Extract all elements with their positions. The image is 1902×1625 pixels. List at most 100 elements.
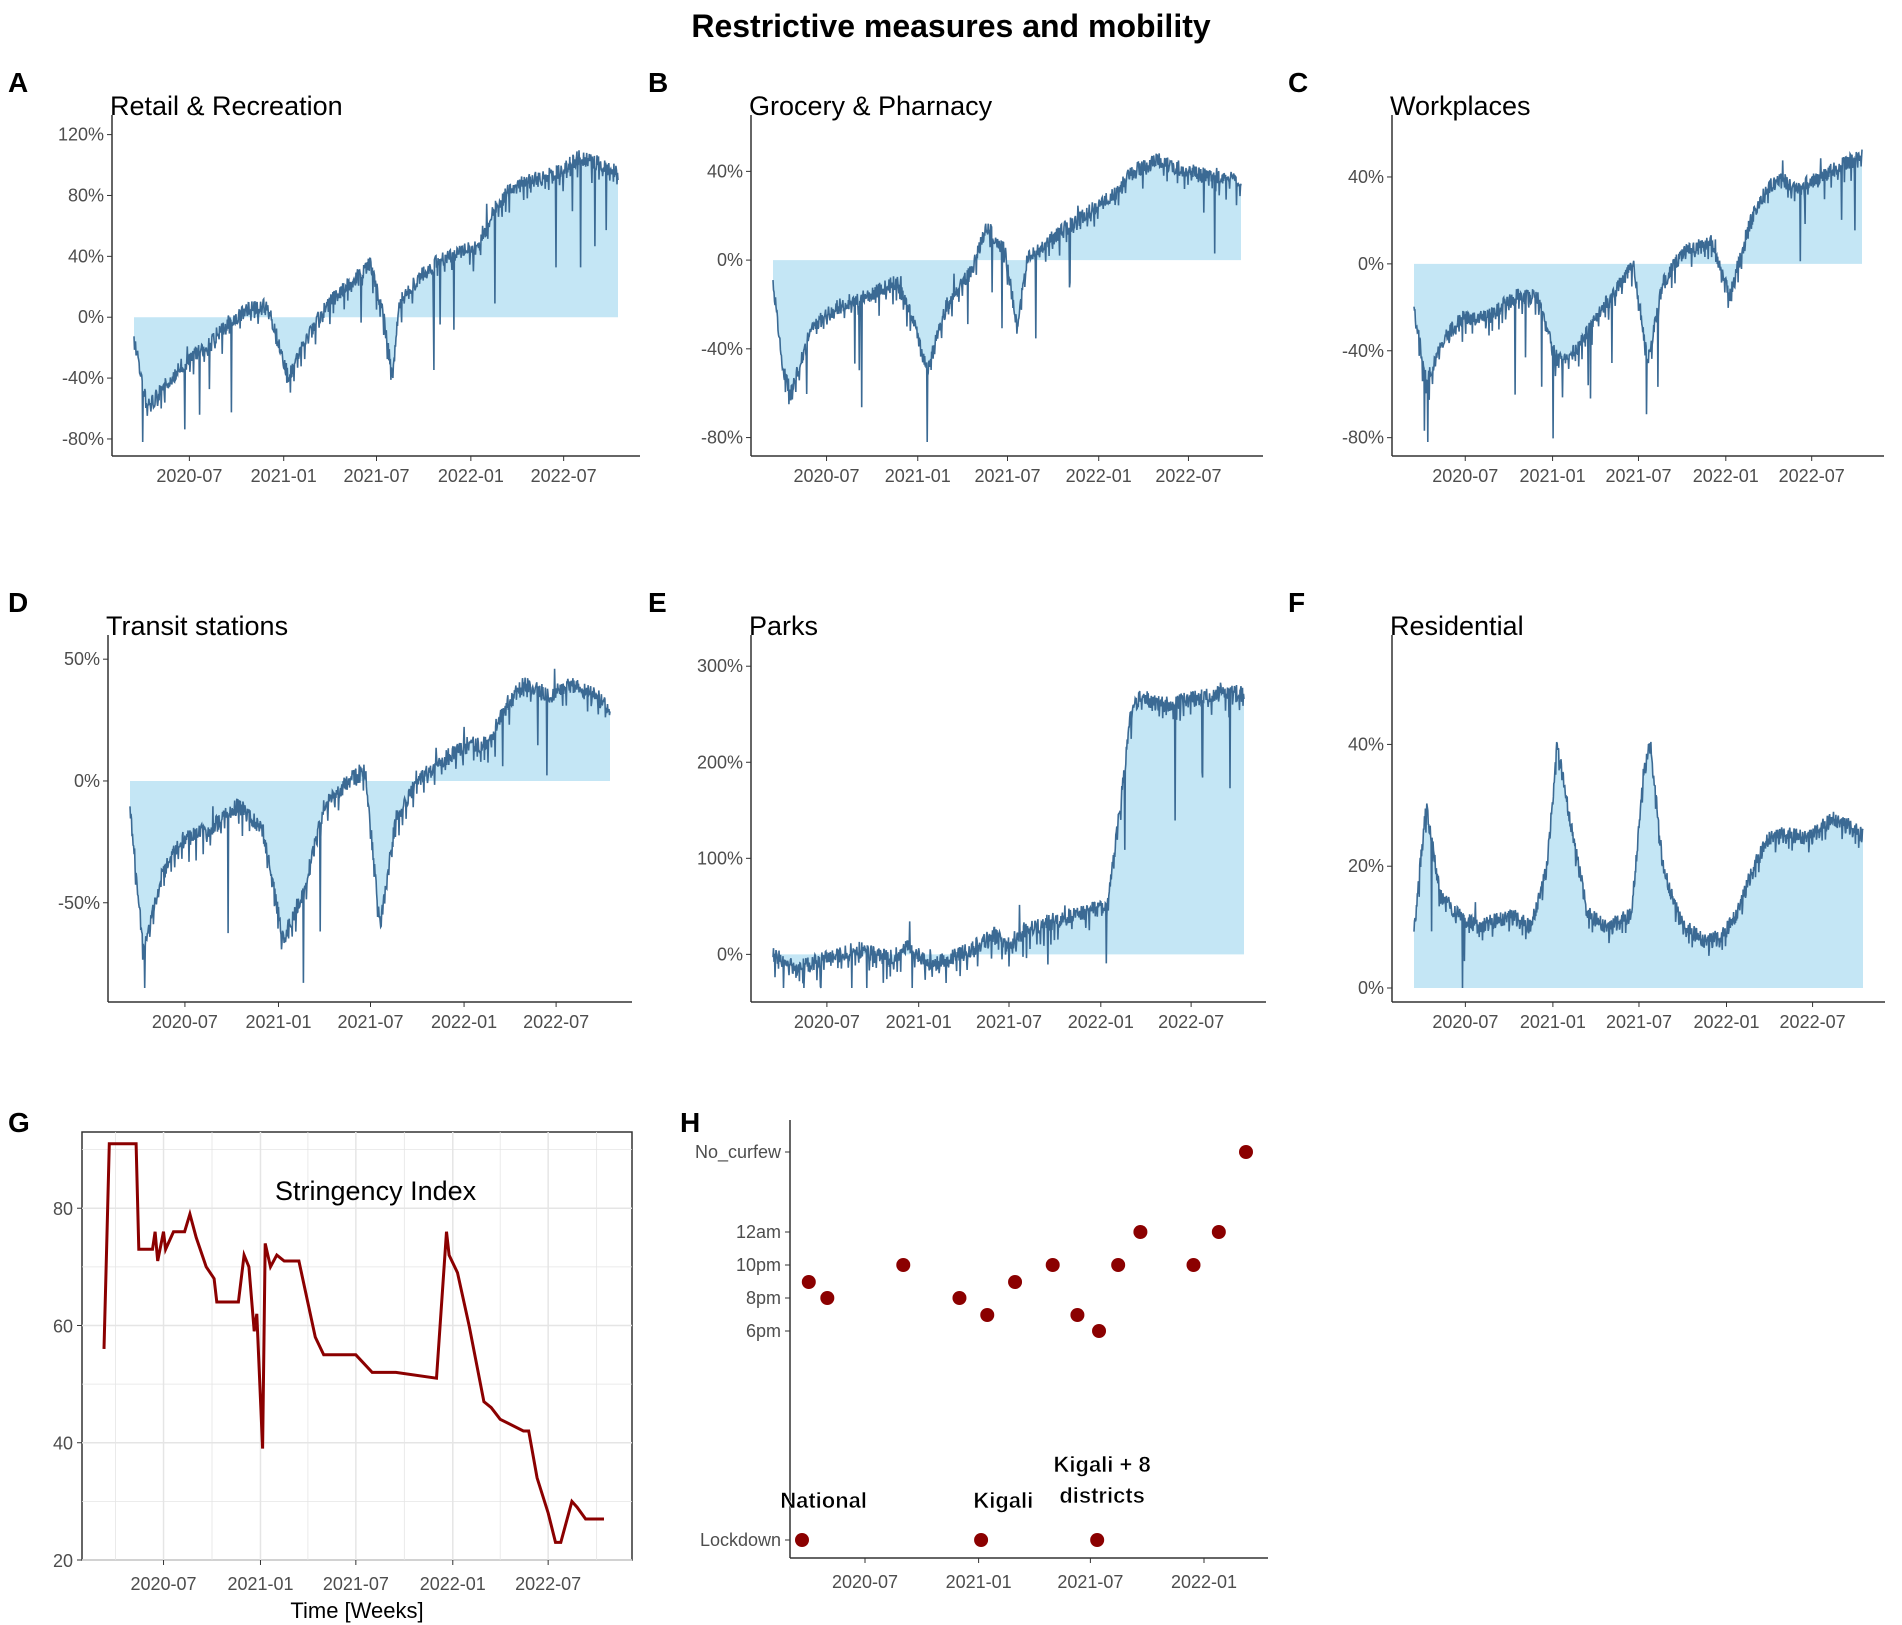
- curfew-point: [795, 1533, 809, 1547]
- chart-svg-G: G Stringency Index 20 40 60 80 2020-07 2021-01 2…: [8, 1107, 633, 1623]
- series-line-A: [133, 150, 619, 443]
- y-tick-label: 40%: [1348, 167, 1384, 187]
- chart-title-retail-recreation: Retail & Recreation: [110, 91, 343, 121]
- x-tick-label: 2021-07: [1606, 1012, 1672, 1032]
- figure-title: Restrictive measures and mobility: [691, 8, 1211, 44]
- y-tick-label: -50%: [58, 893, 100, 913]
- x-tick-label: 2021-07: [1057, 1572, 1123, 1592]
- x-tick-label: 2022-01: [1693, 1012, 1759, 1032]
- panel-label-G: G: [8, 1107, 30, 1138]
- x-tick-label: 2020-07: [1432, 466, 1498, 486]
- x-tick-label: 2021-01: [1520, 466, 1586, 486]
- x-tick-label: 2022-07: [1779, 466, 1845, 486]
- y-tick-label: -80%: [701, 428, 743, 448]
- y-tick-label: 0%: [1358, 978, 1384, 998]
- panel-stringency-index: G Stringency Index 20 40 60 80 2020-07 2021-01 2…: [0, 1100, 660, 1625]
- x-tick-label: 2022-07: [1155, 466, 1221, 486]
- y-tick-label: -40%: [62, 368, 104, 388]
- chart-svg-B: B Grocery & Pharnacy -80% -40% 0% 40% 2020-07 2…: [648, 67, 1263, 486]
- panel-label-H: H: [680, 1107, 700, 1138]
- x-tick-label: 2020-07: [794, 466, 860, 486]
- x-tick-label: 2022-07: [515, 1574, 581, 1594]
- y-tick-label: -40%: [701, 339, 743, 359]
- x-tick-label: 2022-01: [1066, 466, 1132, 486]
- x-tick-label: 2021-07: [343, 466, 409, 486]
- chart-title-residential: Residential: [1390, 611, 1524, 641]
- series-line-D: [129, 668, 611, 989]
- curfew-point: [820, 1291, 835, 1305]
- area-fill-D: [130, 668, 610, 988]
- chart-title-transit-stations: Transit stations: [106, 611, 288, 641]
- stringency-line: [102, 1142, 604, 1544]
- curfew-point: [974, 1533, 989, 1547]
- curfew-point: [1186, 1258, 1201, 1272]
- x-tick-label: 2022-01: [438, 466, 504, 486]
- x-tick-label: 2020-07: [156, 466, 222, 486]
- curfew-point: [1211, 1225, 1226, 1239]
- x-tick-label: 2022-01: [431, 1012, 497, 1032]
- y-tick-label: 50%: [64, 649, 100, 669]
- x-tick-label: 2022-01: [1068, 1012, 1134, 1032]
- x-tick-label: 2020-07: [131, 1574, 197, 1594]
- curfew-point: [1111, 1258, 1126, 1272]
- x-tick-label: 2021-01: [886, 1012, 952, 1032]
- x-tick-label: 2022-07: [1780, 1012, 1846, 1032]
- curfew-point: [980, 1308, 995, 1322]
- x-tick-label: 2021-01: [227, 1574, 293, 1594]
- panel-label-B: B: [648, 67, 668, 98]
- y-tick-label: 40%: [1348, 734, 1384, 754]
- y-tick-label: 10pm: [736, 1255, 781, 1275]
- y-tick-label: -80%: [62, 429, 104, 449]
- panel-label-F: F: [1288, 587, 1305, 618]
- y-tick-label: 20: [53, 1551, 73, 1571]
- chart-title-stringency-index: Stringency Index: [275, 1176, 477, 1206]
- y-tick-label: 300%: [697, 656, 743, 676]
- y-tick-label: 80: [53, 1199, 73, 1219]
- chart-svg-H: H Lockdown 6pm 8pm 10pm 12am No_curfew 2020-07 2…: [680, 1107, 1268, 1592]
- x-tick-label: 2020-07: [152, 1012, 218, 1032]
- panel-label-D: D: [8, 587, 28, 618]
- y-tick-label: No_curfew: [695, 1142, 782, 1163]
- y-tick-label: 0%: [78, 307, 104, 327]
- x-axis-label: Time [Weeks]: [290, 1598, 423, 1623]
- chart-svg-C: C Workplaces -80% -40% 0% 40% 2020-07 2021-01 20…: [1288, 67, 1884, 486]
- panel-retail-recreation: A Retail & Recreation -80% -40% 0% 40% 80% 120%…: [0, 60, 640, 580]
- x-tick-label: 2021-01: [946, 1572, 1012, 1592]
- panel-label-E: E: [648, 587, 667, 618]
- annotation-districts: districts: [1059, 1483, 1145, 1508]
- curfew-point: [1045, 1258, 1060, 1272]
- curfew-point: [1070, 1308, 1085, 1322]
- y-tick-label: 0%: [717, 944, 743, 964]
- x-tick-label: 2020-07: [832, 1572, 898, 1592]
- chart-svg-A: A Retail & Recreation -80% -40% 0% 40% 80% 120%…: [8, 67, 640, 486]
- chart-svg-E: E Parks 0% 100% 200% 300% 2020-07 2021-01 2021-0…: [648, 587, 1266, 1032]
- y-tick-label: 0%: [717, 250, 743, 270]
- chart-svg-D: D Transit stations -50% 0% 50% 2020-07 2021-01…: [8, 587, 632, 1032]
- annotation-kigali-8: Kigali + 8: [1054, 1452, 1151, 1477]
- y-tick-label: 60: [53, 1316, 73, 1336]
- panel-label-C: C: [1288, 67, 1308, 98]
- x-tick-label: 2021-01: [1520, 1012, 1586, 1032]
- area-fill-F: [1414, 741, 1863, 988]
- y-tick-label: 80%: [68, 185, 104, 205]
- y-tick-label: 0%: [74, 771, 100, 791]
- y-tick-label: 40%: [68, 246, 104, 266]
- curfew-point: [1092, 1324, 1107, 1338]
- panel-transit-stations: D Transit stations -50% 0% 50% 2020-07 2021-01…: [0, 580, 640, 1100]
- series-line-F: [1413, 741, 1864, 989]
- y-tick-label: 120%: [58, 125, 104, 145]
- panel-label-A: A: [8, 67, 28, 98]
- annotation-national: National: [780, 1488, 867, 1513]
- x-tick-label: 2021-01: [251, 466, 317, 486]
- y-tick-label: 8pm: [746, 1288, 781, 1308]
- x-tick-label: 2022-07: [1158, 1012, 1224, 1032]
- x-tick-label: 2020-07: [794, 1012, 860, 1032]
- curfew-point: [1239, 1145, 1253, 1159]
- x-tick-label: 2022-01: [1693, 466, 1759, 486]
- y-tick-label: -80%: [1342, 428, 1384, 448]
- annotation-kigali: Kigali: [973, 1488, 1033, 1513]
- y-tick-label: 40%: [707, 161, 743, 181]
- panel-workplaces: C Workplaces -80% -40% 0% 40% 2020-07 2021-01 20…: [1280, 60, 1902, 580]
- y-tick-label: -40%: [1342, 341, 1384, 361]
- panel-parks: E Parks 0% 100% 200% 300% 2020-07 2021-01 2021-0…: [640, 580, 1280, 1100]
